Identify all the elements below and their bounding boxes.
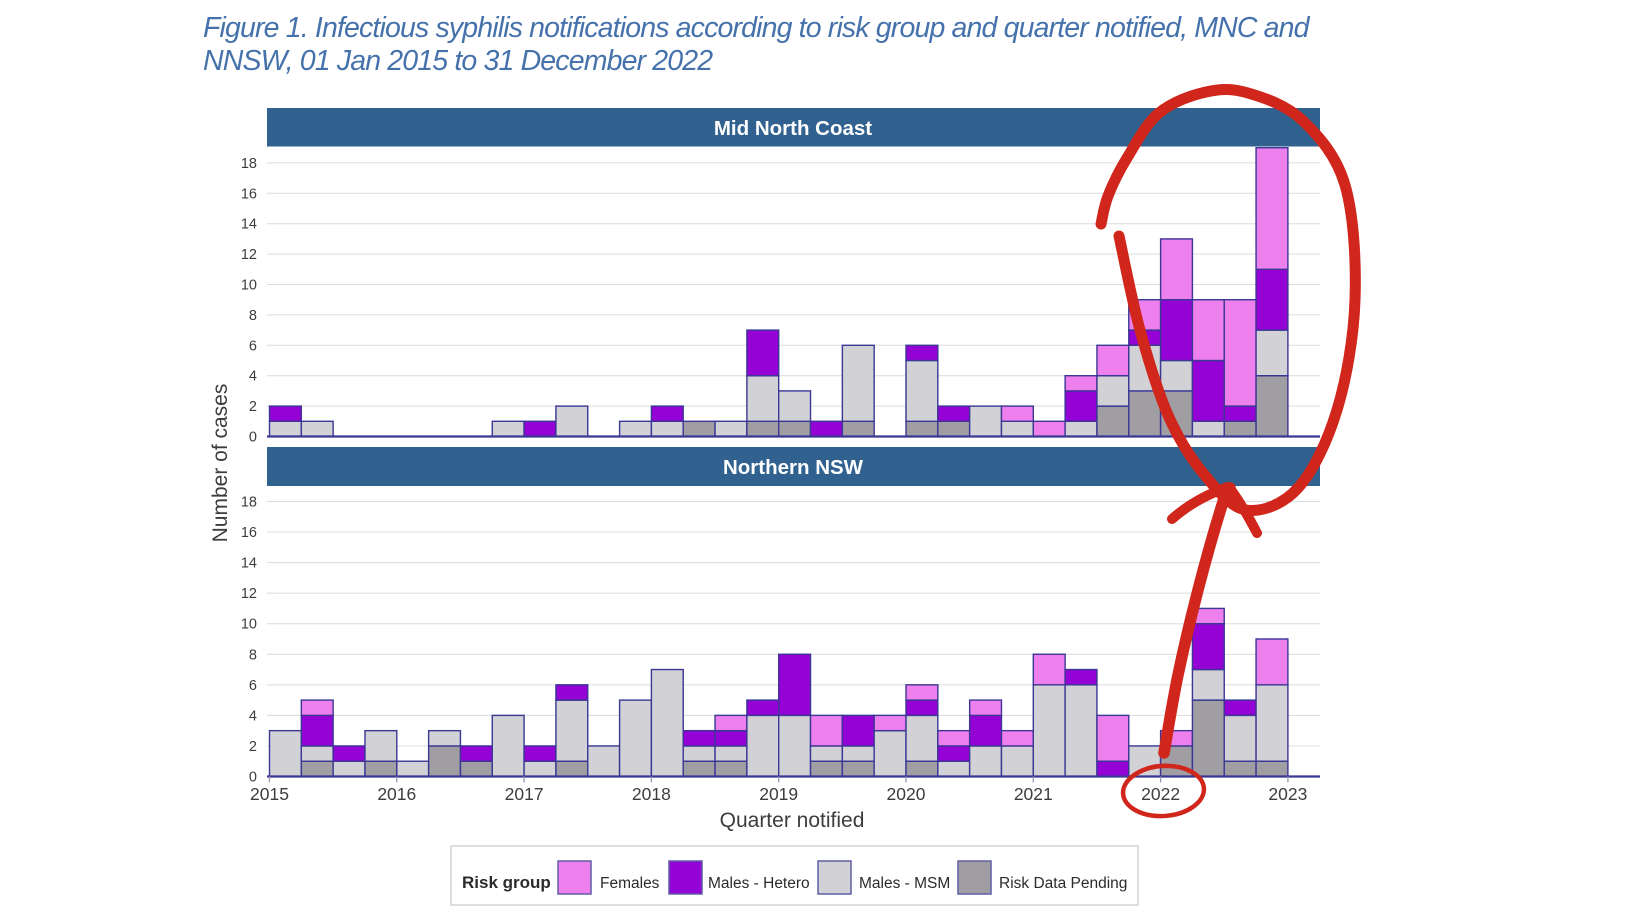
svg-text:18: 18: [241, 156, 257, 172]
svg-text:8: 8: [249, 647, 257, 663]
svg-text:6: 6: [249, 338, 257, 354]
svg-text:2018: 2018: [632, 784, 671, 804]
svg-text:12: 12: [241, 247, 257, 263]
svg-text:16: 16: [241, 186, 257, 202]
svg-text:10: 10: [241, 278, 257, 294]
svg-text:8: 8: [249, 308, 257, 324]
svg-text:2020: 2020: [887, 784, 926, 804]
svg-text:2019: 2019: [759, 784, 798, 804]
svg-text:2: 2: [249, 399, 257, 415]
svg-text:Males - MSM: Males - MSM: [859, 875, 950, 892]
svg-text:Risk Data Pending: Risk Data Pending: [999, 875, 1127, 892]
svg-text:4: 4: [249, 708, 257, 724]
svg-text:Northern NSW: Northern NSW: [723, 456, 864, 479]
svg-text:Quarter notified: Quarter notified: [720, 809, 865, 832]
svg-text:2: 2: [249, 739, 257, 755]
svg-text:4: 4: [249, 369, 257, 385]
svg-text:Risk group: Risk group: [462, 873, 551, 892]
svg-text:2015: 2015: [250, 784, 289, 804]
svg-text:Mid North Coast: Mid North Coast: [714, 117, 872, 140]
svg-text:16: 16: [241, 525, 257, 541]
svg-text:Females: Females: [600, 875, 660, 892]
svg-text:18: 18: [241, 494, 257, 510]
svg-text:2023: 2023: [1268, 784, 1307, 804]
svg-text:14: 14: [241, 217, 257, 233]
svg-text:0: 0: [249, 770, 257, 786]
svg-text:0: 0: [249, 430, 257, 446]
svg-text:10: 10: [241, 617, 257, 633]
svg-text:2017: 2017: [505, 784, 544, 804]
svg-text:12: 12: [241, 586, 257, 602]
svg-text:Males - Hetero: Males - Hetero: [708, 875, 810, 892]
svg-text:2021: 2021: [1014, 784, 1053, 804]
svg-text:14: 14: [241, 556, 257, 572]
svg-text:2022: 2022: [1141, 784, 1180, 804]
svg-text:Number of cases: Number of cases: [209, 384, 232, 543]
svg-text:2016: 2016: [377, 784, 416, 804]
svg-text:6: 6: [249, 678, 257, 694]
